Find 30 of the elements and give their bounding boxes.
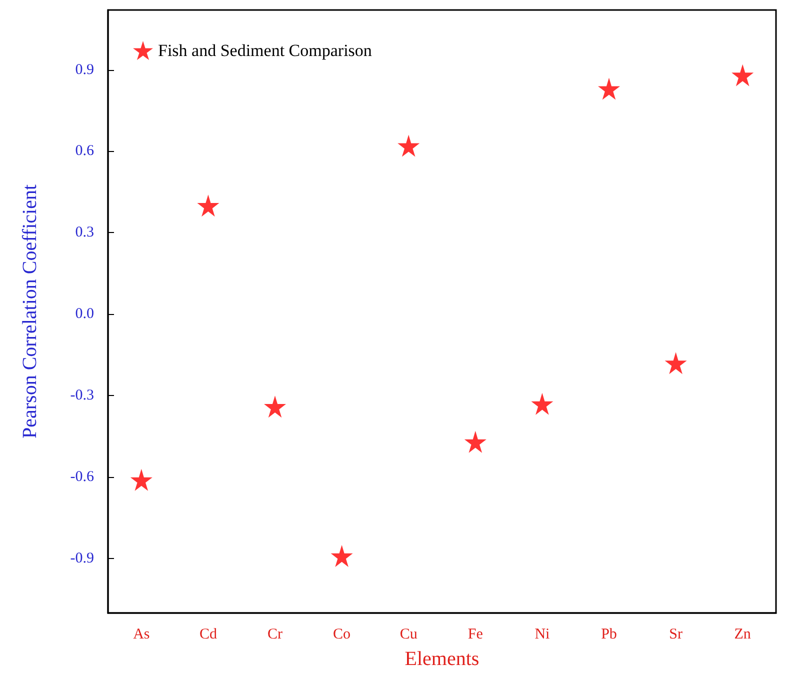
x-tick-label: As [133, 626, 150, 642]
y-tick-label: 0.3 [75, 224, 94, 241]
y-tick-label: 0.9 [75, 62, 94, 78]
x-tick-label: Pb [601, 626, 617, 642]
y-tick-label: -0.6 [70, 469, 94, 486]
legend-label: Fish and Sediment Comparison [158, 40, 372, 60]
y-tick-label: -0.9 [70, 550, 94, 567]
y-axis-title: Pearson Correlation Coefficient [19, 184, 41, 439]
point [464, 430, 486, 453]
x-tick-label: Fe [468, 626, 484, 642]
x-tick-label: Cu [400, 626, 418, 642]
point [598, 78, 620, 100]
x-tick-label: Sr [669, 626, 682, 642]
point [398, 134, 420, 157]
x-tick-label: Ni [534, 626, 550, 642]
point [197, 194, 220, 217]
x-tick-label: Cd [199, 626, 218, 642]
x-tick-label: Zn [734, 626, 752, 642]
y-tick-label: -0.3 [70, 388, 94, 404]
x-tick-label: Co [333, 626, 351, 642]
point [130, 468, 152, 491]
y-tick-label: 0.0 [75, 306, 94, 322]
point [664, 352, 687, 374]
x-axis-title: Elements [404, 648, 480, 670]
x-tick-label: Cr [268, 626, 283, 642]
point [531, 392, 554, 415]
point [330, 544, 353, 567]
point [264, 396, 286, 418]
y-tick-label: 0.6 [75, 143, 94, 160]
point [732, 64, 754, 86]
